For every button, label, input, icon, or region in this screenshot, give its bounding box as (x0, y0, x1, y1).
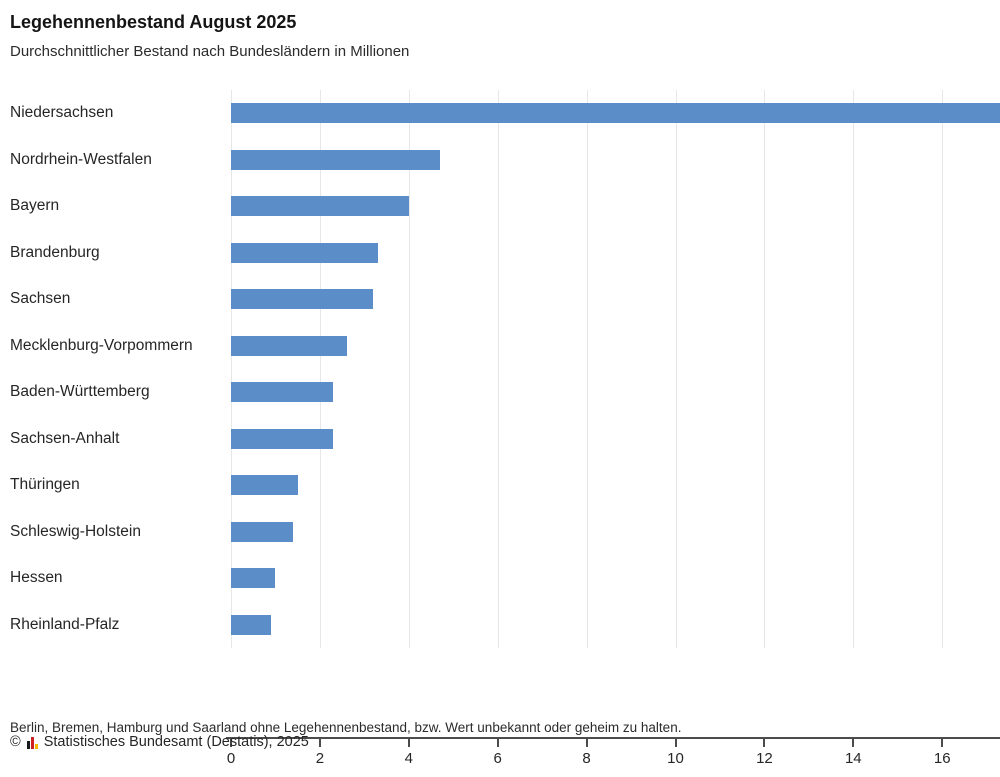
tick-label: 8 (582, 750, 591, 767)
tick-label: 6 (493, 750, 502, 767)
tick-label: 12 (756, 750, 773, 767)
category-label: Brandenburg (10, 243, 100, 261)
destatis-logo-icon (26, 736, 38, 749)
chart-row: Sachsen (0, 276, 1000, 323)
bar (231, 196, 409, 217)
bar (231, 475, 298, 496)
bar (231, 521, 294, 542)
chart-row: Nordrhein-Westfalen (0, 137, 1000, 184)
chart-footnote: Berlin, Bremen, Hamburg und Saarland ohn… (10, 719, 682, 735)
gridline (319, 90, 321, 648)
tick-label: 10 (667, 750, 684, 767)
chart-title: Legehennenbestand August 2025 (10, 12, 297, 32)
category-label: Hessen (10, 569, 63, 587)
tick-mark (496, 739, 499, 747)
tick-mark (230, 739, 232, 747)
logo-bar-gold (34, 743, 38, 749)
copyright-symbol: © (10, 734, 21, 750)
x-axis-line (226, 737, 1000, 739)
category-label: Schleswig-Holstein (10, 522, 141, 540)
bar-track (231, 103, 1000, 124)
gridline (853, 90, 855, 648)
chart-row: Schleswig-Holstein (0, 509, 1000, 556)
chart-row: Hessen (0, 555, 1000, 602)
category-label: Nordrhein-Westfalen (10, 150, 152, 168)
bar (231, 289, 374, 310)
x-axis-ticks: 0 2 4 6 8 10 12 14 16 (227, 737, 1000, 777)
tick-mark (407, 739, 410, 747)
tick-mark (674, 739, 677, 747)
bar (231, 335, 347, 356)
chart-rows: Niedersachsen Nordrhein-Westfalen Bayern Br… (0, 90, 1000, 648)
category-label: Mecklenburg-Vorpommern (10, 336, 193, 354)
copyright-line: © Statistisches Bundesamt (Destatis), 20… (10, 734, 309, 750)
copyright-text: Statistisches Bundesamt (Destatis), 2025 (43, 734, 309, 750)
tick-label: 16 (933, 750, 951, 767)
chart-row: Thüringen (0, 462, 1000, 509)
bar (231, 428, 334, 449)
chart-row: Rheinland-Pfalz (0, 602, 1000, 649)
bar (231, 103, 1000, 124)
gridline (586, 90, 588, 648)
bar-track (231, 382, 1000, 403)
gridline (942, 90, 944, 648)
bar-track (231, 568, 1000, 589)
bar-track (231, 242, 1000, 263)
bar (231, 149, 440, 170)
bar-track (231, 335, 1000, 356)
tick-label: 2 (315, 750, 325, 767)
gridline (408, 90, 410, 648)
chart-row: Niedersachsen (0, 90, 1000, 137)
category-label: Rheinland-Pfalz (10, 615, 120, 633)
tick-label: 4 (404, 750, 413, 767)
bar (231, 382, 334, 403)
bar-track (231, 196, 1000, 217)
gridline (675, 90, 677, 648)
plot-area (231, 90, 1000, 648)
tick-mark (585, 739, 588, 747)
category-label: Niedersachsen (10, 104, 114, 122)
bar (231, 242, 378, 263)
chart-row: Sachsen-Anhalt (0, 416, 1000, 463)
bar (231, 568, 276, 589)
bar-track (231, 521, 1000, 542)
category-label: Baden-Württemberg (10, 383, 150, 401)
chart-row: Brandenburg (0, 230, 1000, 277)
chart-header: Legehennenbestand August 2025 Durchschni… (10, 12, 409, 60)
tick-label: 0 (226, 750, 236, 767)
logo-bar-red (30, 736, 34, 749)
tick-mark (852, 739, 855, 747)
bar-track (231, 289, 1000, 310)
bar-track (231, 428, 1000, 449)
bar (231, 614, 271, 635)
bar-chart: Niedersachsen Nordrhein-Westfalen Bayern Br… (0, 90, 1000, 767)
bar-track (231, 149, 1000, 170)
chart-row: Baden-Württemberg (0, 369, 1000, 416)
chart-row: Bayern (0, 183, 1000, 230)
bar-track (231, 614, 1000, 635)
category-label: Bayern (10, 197, 60, 215)
chart-subtitle: Durchschnittlicher Bestand nach Bundeslä… (10, 43, 410, 60)
category-label: Thüringen (10, 476, 80, 494)
gridline (231, 90, 232, 648)
category-label: Sachsen (10, 290, 71, 308)
gridline (497, 90, 499, 648)
bar-track (231, 475, 1000, 496)
chart-row: Mecklenburg-Vorpommern (0, 323, 1000, 370)
tick-mark (941, 739, 944, 747)
gridline (764, 90, 766, 648)
tick-label: 14 (844, 750, 862, 767)
category-label: Sachsen-Anhalt (10, 429, 120, 447)
tick-mark (318, 739, 321, 747)
tick-mark (763, 739, 766, 747)
logo-bar-black (26, 740, 30, 749)
